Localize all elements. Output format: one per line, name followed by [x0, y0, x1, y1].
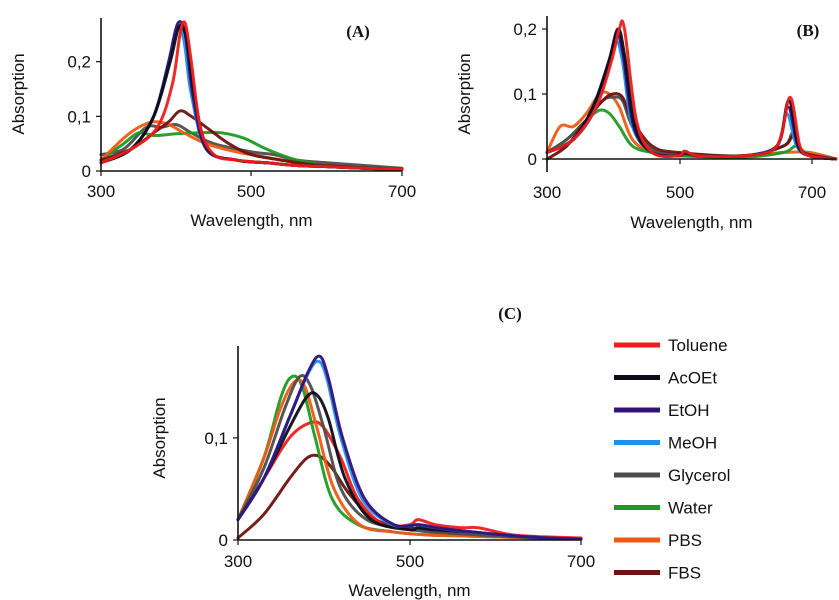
y-tick-label: 0	[82, 162, 91, 181]
x-tick-label: 500	[237, 182, 265, 201]
series-line-etoh-a	[99, 20, 404, 171]
legend-label-etoh: EtOH	[668, 401, 710, 420]
panel-tag: (C)	[498, 304, 522, 323]
y-tick-label: 0	[528, 150, 537, 169]
series-line-etoh-c	[236, 354, 583, 541]
panel-tag: (A)	[346, 22, 370, 41]
series-line-etoh-b	[545, 33, 838, 161]
y-axis-label: Absorption	[455, 53, 474, 134]
legend: Toluene AcOEt EtOH MeOH Glycerol Water PBS FBS	[614, 336, 730, 583]
x-axis-label: Wavelength, nm	[190, 211, 312, 230]
y-tick-label: 0	[219, 531, 228, 550]
legend-label-toluene: Toluene	[668, 336, 728, 355]
x-tick-label: 300	[533, 183, 561, 202]
y-tick-label: 0,1	[204, 429, 228, 448]
series-line-acoet-b	[545, 27, 838, 161]
x-tick-label: 300	[87, 182, 115, 201]
x-tick-label: 700	[388, 182, 416, 201]
legend-label-fbs: FBS	[668, 564, 701, 583]
y-tick-label: 0,1	[67, 107, 91, 126]
legend-label-acoet: AcOEt	[668, 369, 717, 388]
series-line-toluene-b	[545, 19, 838, 161]
legend-label-water: Water	[668, 499, 713, 518]
x-tick-label: 700	[798, 183, 826, 202]
series-line-glycerol-a	[99, 122, 404, 170]
x-tick-label: 300	[224, 552, 252, 571]
x-tick-label: 700	[567, 552, 595, 571]
panel-a-chart: 0 0,1 0,2 300 500 700 Wavelength, nm Absorption…	[9, 18, 416, 230]
legend-label-meoh: MeOH	[668, 434, 717, 453]
panel-tag: (B)	[797, 21, 820, 40]
x-axis-label: Wavelength, nm	[348, 581, 470, 600]
y-tick-label: 0,1	[513, 85, 537, 104]
series-line-toluene-a	[99, 20, 404, 171]
panel-b-chart: 0 0,1 0,2 300 500 700 Wavelength, nm Absorption…	[455, 16, 838, 232]
x-tick-label: 500	[666, 183, 694, 202]
series-line-meoh-a	[99, 26, 404, 171]
series-line-glycerol-c	[236, 374, 583, 541]
x-tick-label: 500	[396, 552, 424, 571]
legend-label-pbs: PBS	[668, 531, 702, 550]
y-axis-label: Absorption	[9, 53, 28, 134]
panel-c-chart: 0 0,1 300 500 700 Wavelength, nm Absorption (C)	[150, 304, 595, 600]
y-tick-label: 0,2	[67, 53, 91, 72]
x-axis-label: Wavelength, nm	[630, 213, 752, 232]
y-tick-label: 0,2	[513, 20, 537, 39]
y-axis-label: Absorption	[150, 397, 169, 478]
series-line-acoet-a	[99, 23, 404, 171]
legend-label-glycerol: Glycerol	[668, 466, 730, 485]
series-line-pbs-c	[236, 378, 583, 541]
